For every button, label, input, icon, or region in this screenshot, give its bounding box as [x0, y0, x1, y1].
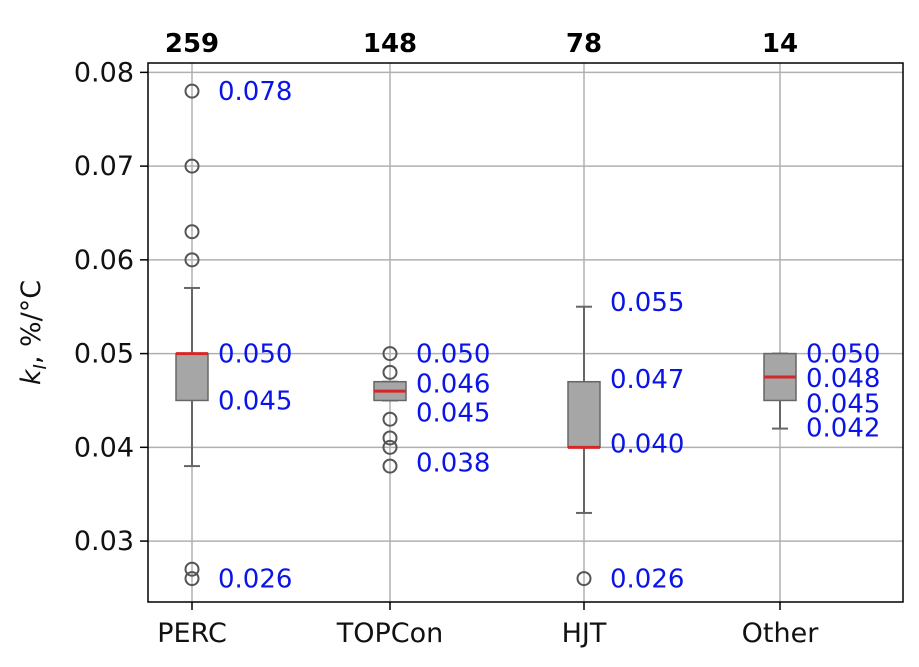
y-tick-label: 0.03 [74, 526, 134, 557]
value-annotation: 0.046 [416, 370, 490, 400]
outlier-point [382, 430, 398, 446]
axes: 0.03 0.04 0.05 0.06 0.07 0.08 PERC 259 TOPCon 148… [74, 29, 819, 649]
value-annotation: 0.045 [218, 386, 292, 416]
y-axis-label-unit: , %/°C [16, 280, 47, 364]
value-annotation: 0.045 [416, 399, 490, 429]
y-axis-label-symbol: k [16, 368, 47, 385]
value-annotation: 0.045 [806, 389, 880, 419]
value-annotation: 0.055 [610, 288, 684, 318]
sample-count-label: 14 [762, 29, 798, 59]
outlier-point [184, 252, 200, 268]
x-tick-label: TOPCon [336, 618, 444, 649]
outlier-point [184, 158, 200, 174]
value-annotation: 0.050 [218, 340, 292, 370]
box-iqr [175, 352, 209, 402]
y-tick-label: 0.07 [74, 151, 134, 182]
sample-count-label: 78 [566, 29, 602, 59]
value-annotation: 0.050 [806, 340, 880, 370]
value-annotations: 0.0780.0500.0450.0260.0500.0460.0450.038… [218, 77, 880, 594]
y-tick-label: 0.05 [74, 339, 134, 370]
value-annotation: 0.026 [218, 565, 292, 595]
sample-count-label: 148 [363, 29, 417, 59]
x-tick-label: HJT [562, 618, 607, 649]
x-tick-label: PERC [157, 618, 227, 649]
value-annotation: 0.038 [416, 448, 490, 478]
outlier-point [576, 571, 592, 587]
plot-area-frame [147, 62, 904, 603]
value-annotation: 0.026 [610, 565, 684, 595]
outlier-point [382, 458, 398, 474]
value-annotation: 0.042 [806, 414, 880, 444]
box-iqr [567, 380, 601, 449]
outlier-point [382, 364, 398, 380]
outlier-point [184, 561, 200, 577]
outlier-point [184, 83, 200, 99]
outlier-point [382, 439, 398, 455]
boxes [175, 83, 797, 587]
y-axis-label: kI, %/°C [16, 280, 51, 385]
x-tick-label: Other [742, 618, 820, 649]
value-annotation: 0.048 [806, 364, 880, 394]
outlier-point [184, 571, 200, 587]
value-annotation: 0.050 [416, 340, 490, 370]
y-axis-label-subscript: I [30, 364, 51, 369]
sample-count-label: 259 [165, 29, 219, 59]
outlier-point [382, 411, 398, 427]
value-annotation: 0.078 [218, 77, 292, 107]
outlier-point [184, 224, 200, 240]
outlier-point [382, 346, 398, 362]
y-tick-label: 0.06 [74, 245, 134, 276]
y-tick-label: 0.08 [74, 57, 134, 88]
value-annotation: 0.047 [610, 365, 684, 395]
y-tick-label: 0.04 [74, 432, 134, 463]
value-annotation: 0.040 [610, 430, 684, 460]
grid [148, 63, 903, 602]
